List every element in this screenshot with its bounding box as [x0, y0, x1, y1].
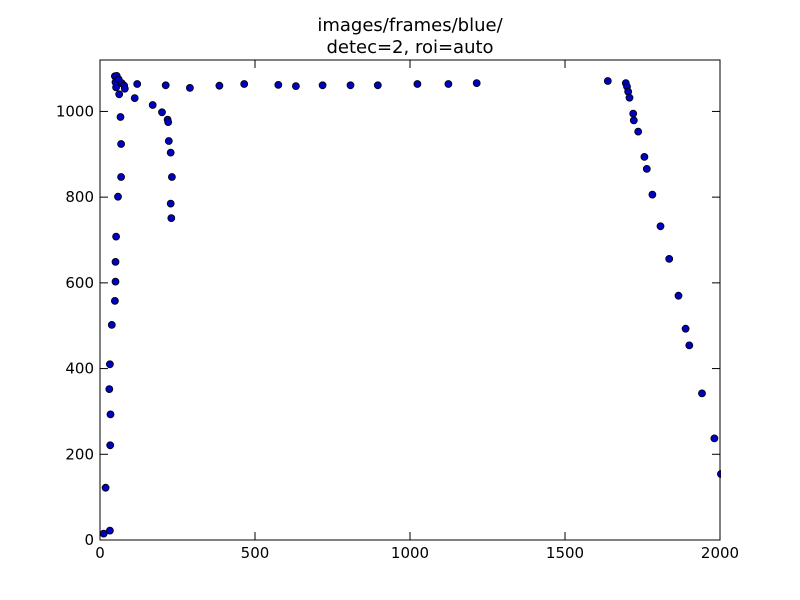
- data-point: [629, 116, 638, 125]
- data-point: [133, 80, 142, 88]
- data-point: [112, 232, 120, 241]
- x-tick-label: 0: [95, 544, 105, 562]
- data-point: [166, 148, 175, 157]
- y-tick-label: 200: [65, 445, 94, 463]
- data-point: [111, 296, 119, 305]
- data-point: [634, 127, 643, 136]
- data-point: [685, 341, 694, 350]
- data-point: [167, 173, 176, 181]
- y-tick-label: 600: [65, 274, 94, 292]
- data-point: [114, 192, 122, 201]
- data-point: [161, 81, 170, 90]
- data-point: [318, 81, 327, 90]
- data-point: [625, 93, 634, 102]
- data-point: [698, 389, 706, 398]
- data-point: [158, 108, 166, 117]
- data-point: [111, 257, 120, 266]
- y-tick-label: 0: [84, 531, 94, 549]
- data-point: [117, 173, 125, 181]
- data-point: [444, 80, 453, 88]
- data-point: [642, 164, 651, 173]
- data-point: [164, 118, 173, 126]
- data-point: [167, 214, 176, 223]
- data-point: [274, 81, 283, 89]
- data-point: [111, 277, 120, 286]
- data-point: [101, 483, 110, 492]
- data-point: [116, 113, 125, 121]
- data-point: [185, 84, 194, 92]
- data-point: [107, 320, 116, 329]
- data-point: [106, 410, 115, 419]
- data-point: [291, 82, 300, 90]
- data-point: [674, 291, 683, 300]
- data-point: [710, 434, 719, 443]
- chart-title: images/frames/blue/: [317, 15, 503, 36]
- data-point: [105, 385, 114, 394]
- data-point: [106, 360, 114, 369]
- data-point: [148, 101, 157, 109]
- axis-ticks: 0 500 1000 1500 2000 0 200 400 600 800 1000: [56, 60, 739, 562]
- y-tick-label: 1000: [56, 102, 94, 120]
- data-point: [130, 94, 139, 102]
- data-point: [603, 77, 612, 85]
- data-point: [629, 109, 638, 118]
- data-point: [717, 470, 721, 478]
- data-point: [472, 79, 481, 87]
- x-tick-label: 2000: [701, 544, 739, 562]
- x-tick-label: 1500: [546, 544, 584, 562]
- y-tick-label: 800: [65, 188, 94, 206]
- x-tick-label: 500: [241, 544, 270, 562]
- x-tick-label: 1000: [391, 544, 429, 562]
- data-point: [681, 324, 690, 333]
- data-point: [656, 222, 665, 231]
- data-point: [373, 81, 382, 90]
- plot-frame: [99, 59, 721, 541]
- data-point: [346, 81, 355, 90]
- data-point: [166, 199, 175, 208]
- data-point: [120, 84, 129, 93]
- data-point: [640, 152, 649, 161]
- data-point: [240, 80, 249, 88]
- data-point: [215, 81, 224, 90]
- data-point: [117, 140, 125, 148]
- data-point: [106, 441, 115, 450]
- data-point: [648, 190, 657, 199]
- data-point: [413, 80, 422, 88]
- data-points: [99, 72, 721, 538]
- chart-subtitle: detec=2, roi=auto: [326, 37, 493, 58]
- y-tick-label: 400: [65, 360, 94, 378]
- data-point: [665, 254, 674, 263]
- data-point: [164, 137, 173, 145]
- data-point: [106, 526, 114, 535]
- data-point: [115, 90, 124, 99]
